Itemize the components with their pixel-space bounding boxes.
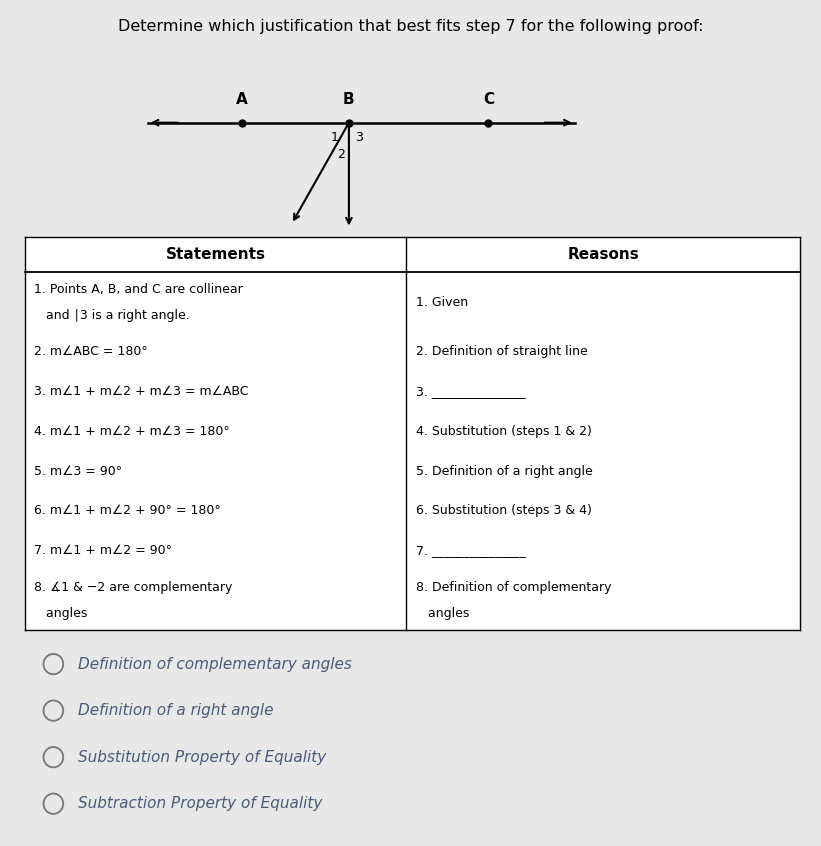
Text: 1. Given: 1. Given bbox=[416, 296, 468, 309]
Text: 3. m∠1 + m∠2 + m∠3 = m∠ABC: 3. m∠1 + m∠2 + m∠3 = m∠ABC bbox=[34, 385, 249, 398]
Text: Reasons: Reasons bbox=[567, 247, 640, 262]
Text: angles: angles bbox=[416, 607, 470, 620]
Text: 3: 3 bbox=[355, 131, 363, 145]
Text: Substitution Property of Equality: Substitution Property of Equality bbox=[78, 750, 326, 765]
Text: Determine which justification that best fits step 7 for the following proof:: Determine which justification that best … bbox=[117, 19, 704, 34]
Text: 2. m∠ABC = 180°: 2. m∠ABC = 180° bbox=[34, 345, 149, 359]
Text: 7. m∠1 + m∠2 = 90°: 7. m∠1 + m∠2 = 90° bbox=[34, 544, 172, 558]
Text: angles: angles bbox=[34, 607, 88, 620]
Text: 1. Points A, B, and C are collinear: 1. Points A, B, and C are collinear bbox=[34, 283, 243, 295]
Text: A: A bbox=[236, 92, 248, 107]
Text: 5. Definition of a right angle: 5. Definition of a right angle bbox=[416, 464, 593, 478]
Text: 8. Definition of complementary: 8. Definition of complementary bbox=[416, 581, 612, 594]
Text: C: C bbox=[483, 92, 494, 107]
Bar bbox=[25, 237, 800, 630]
Text: Definition of complementary angles: Definition of complementary angles bbox=[78, 656, 352, 672]
Text: B: B bbox=[343, 92, 355, 107]
Text: 1: 1 bbox=[330, 131, 338, 145]
Text: 8. ∡1 & −2 are complementary: 8. ∡1 & −2 are complementary bbox=[34, 581, 233, 594]
Text: Definition of a right angle: Definition of a right angle bbox=[78, 703, 273, 718]
Text: 3. _______________: 3. _______________ bbox=[416, 385, 526, 398]
Text: 5. m∠3 = 90°: 5. m∠3 = 90° bbox=[34, 464, 122, 478]
Text: 6. Substitution (steps 3 & 4): 6. Substitution (steps 3 & 4) bbox=[416, 504, 592, 518]
Text: 2: 2 bbox=[337, 148, 345, 162]
Text: 2. Definition of straight line: 2. Definition of straight line bbox=[416, 345, 588, 359]
Text: 7. _______________: 7. _______________ bbox=[416, 544, 526, 558]
Text: Statements: Statements bbox=[166, 247, 265, 262]
Text: 4. Substitution (steps 1 & 2): 4. Substitution (steps 1 & 2) bbox=[416, 425, 592, 438]
Text: Subtraction Property of Equality: Subtraction Property of Equality bbox=[78, 796, 323, 811]
Text: 4. m∠1 + m∠2 + m∠3 = 180°: 4. m∠1 + m∠2 + m∠3 = 180° bbox=[34, 425, 230, 438]
Text: and ∣3 is a right angle.: and ∣3 is a right angle. bbox=[34, 309, 190, 321]
Text: 6. m∠1 + m∠2 + 90° = 180°: 6. m∠1 + m∠2 + 90° = 180° bbox=[34, 504, 221, 518]
